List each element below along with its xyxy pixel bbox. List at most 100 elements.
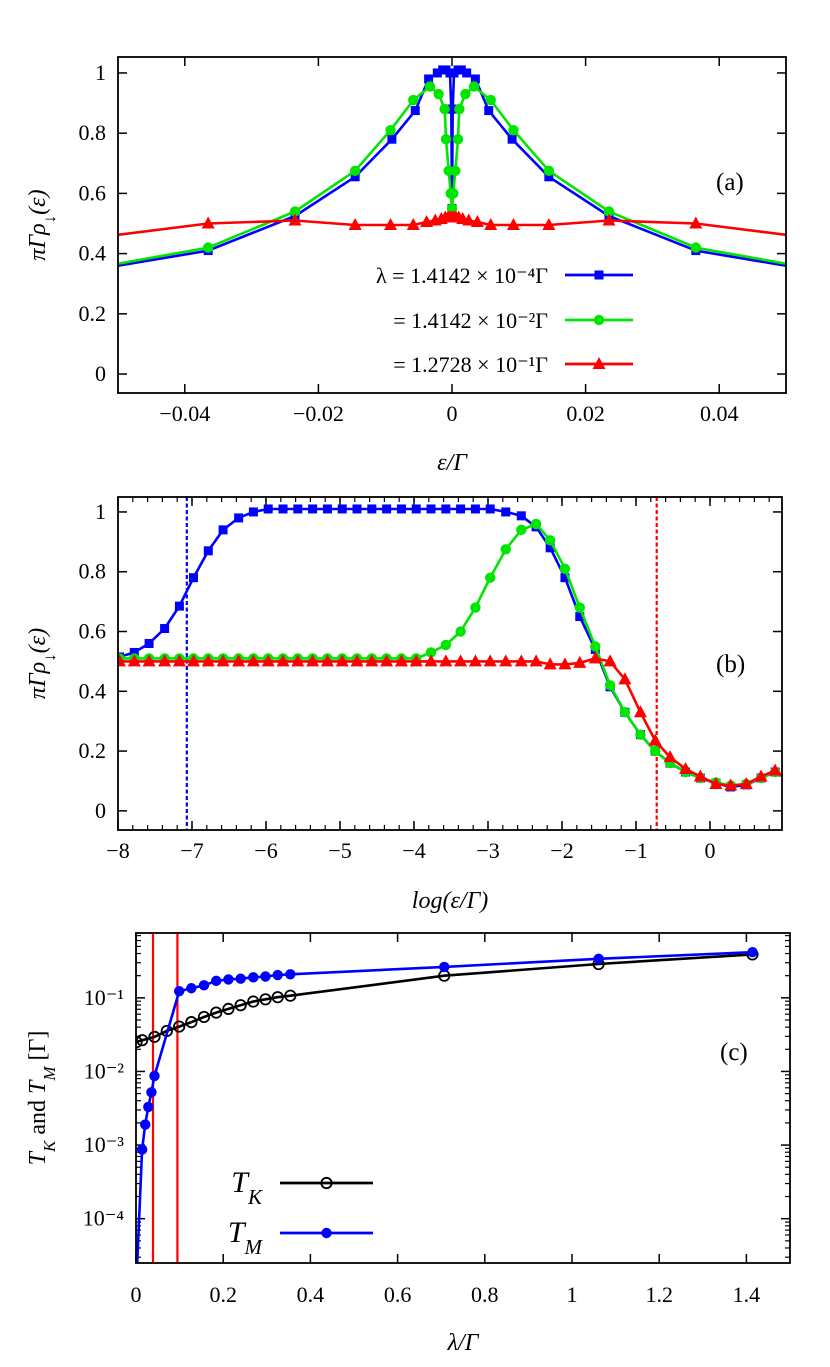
data-point: [747, 946, 758, 958]
data-point: [352, 504, 362, 514]
y-tick-label: 0.2: [79, 738, 107, 763]
x-tick-label: 1.2: [645, 1282, 673, 1307]
data-point: [448, 188, 459, 199]
x-tick-label: 0: [447, 401, 458, 426]
data-point: [424, 74, 434, 84]
data-point: [542, 218, 556, 230]
data-point: [143, 1101, 154, 1113]
y-tick-label: 0.4: [79, 241, 107, 266]
data-point: [247, 995, 260, 1008]
data-point: [261, 654, 275, 667]
y-axis-label-part: πΓρ: [25, 223, 51, 260]
legend-marker: [592, 357, 606, 369]
y-tick-label: 0.8: [79, 559, 107, 584]
data-point: [663, 750, 677, 763]
y-tick-label: 10⁻²: [84, 1058, 125, 1083]
data-point: [590, 641, 601, 652]
data-point: [263, 504, 273, 514]
data-point: [456, 65, 466, 75]
series-line: [119, 657, 782, 787]
data-point: [470, 602, 481, 613]
data-point: [602, 213, 616, 226]
data-point: [260, 971, 271, 982]
data-point: [306, 654, 320, 667]
data-point: [425, 647, 437, 658]
y-tick-label: 0.6: [79, 180, 107, 205]
data-point: [440, 639, 452, 651]
data-point: [136, 1034, 149, 1047]
data-point: [337, 504, 347, 514]
data-point: [575, 612, 585, 622]
data-point: [409, 654, 423, 667]
legend-label-main: T: [228, 1216, 247, 1249]
data-point: [709, 776, 723, 789]
data-point: [291, 654, 305, 667]
legend-item: = 1.4142 × 10⁻²Γ: [393, 308, 633, 333]
data-point: [349, 165, 361, 177]
x-tick-label: 0.04: [700, 401, 739, 426]
x-tick-label: −3: [476, 838, 499, 863]
data-point: [248, 507, 258, 517]
data-point: [455, 626, 466, 637]
data-point: [545, 543, 555, 553]
data-point: [148, 1030, 161, 1043]
data-point: [635, 729, 646, 740]
series-1: [118, 81, 786, 266]
data-point: [380, 654, 394, 667]
panel-a: −0.04 −0.02 0 0.02 0.04 0 0.2 0.4 0.6 0.8 1 (a) ε/Γ π…: [25, 56, 787, 476]
data-point: [462, 68, 472, 78]
data-point: [350, 172, 360, 182]
data-point: [234, 999, 247, 1012]
data-point: [198, 980, 210, 991]
x-tick-label: −0.02: [293, 401, 344, 426]
y-tick-label: 0: [95, 798, 106, 823]
data-point: [485, 572, 496, 583]
y-axis-label: πΓρ↓(ε): [25, 628, 59, 699]
data-point: [485, 504, 495, 514]
y-axis-label-part: K: [40, 1139, 59, 1153]
data-point: [500, 544, 511, 555]
data-point: [516, 511, 526, 521]
x-tick-label: −8: [106, 838, 129, 863]
y-axis-label: πΓρ↓(ε): [25, 189, 59, 260]
data-point: [408, 94, 419, 106]
data-point: [158, 654, 172, 667]
data-point: [284, 989, 297, 1002]
legend-label: = 1.2728 × 10⁻¹Γ: [393, 352, 548, 377]
plot-frame: [117, 496, 783, 831]
data-point: [724, 778, 738, 791]
y-axis-label-part: (ε): [25, 189, 51, 214]
x-tick-label: 0.6: [384, 1282, 412, 1307]
data-point: [411, 504, 421, 514]
data-point: [508, 124, 519, 136]
data-point: [501, 507, 511, 517]
data-point: [131, 1272, 141, 1282]
data-point: [211, 975, 222, 987]
data-point: [144, 638, 154, 648]
legend-marker: [594, 270, 604, 280]
x-tick-label: −1: [624, 838, 647, 863]
data-point: [235, 973, 246, 984]
data-point: [246, 654, 260, 667]
legend-label: = 1.4142 × 10⁻²Γ: [393, 308, 548, 333]
data-point: [185, 1016, 198, 1029]
legend-label-sub: M: [244, 1235, 264, 1259]
data-point: [448, 104, 458, 114]
panel-label: (c): [720, 1039, 748, 1066]
data-point: [514, 654, 528, 667]
y-axis-label-part: (ε): [25, 628, 51, 653]
data-point: [507, 134, 517, 144]
data-point: [387, 134, 397, 144]
data-point: [173, 986, 185, 997]
data-point: [516, 524, 527, 536]
legend-item: TM: [228, 1216, 373, 1259]
data-point: [462, 213, 476, 226]
x-axis-label: log(ε/Γ): [412, 888, 488, 914]
data-point: [201, 654, 215, 667]
data-point: [118, 654, 126, 667]
data-point: [460, 88, 471, 100]
y-tick-label: 10⁻⁴: [83, 1206, 125, 1231]
data-point: [484, 218, 498, 230]
